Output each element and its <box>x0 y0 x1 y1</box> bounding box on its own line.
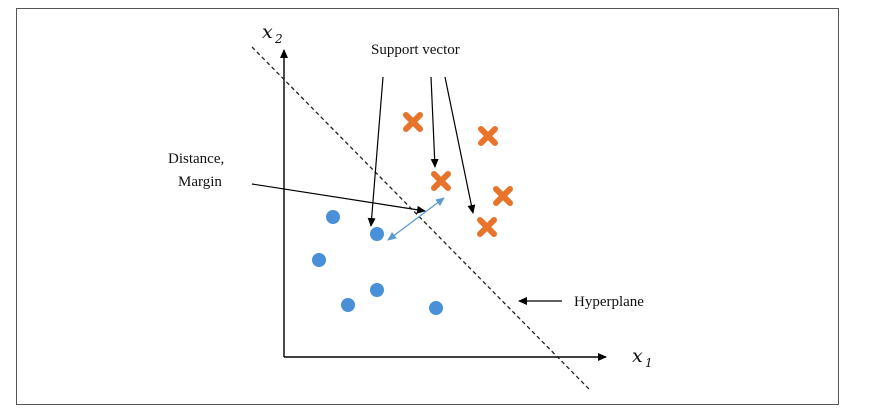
circle-point <box>370 283 384 297</box>
class-circle-points <box>312 210 443 315</box>
circle-point <box>326 210 340 224</box>
x2-axis-label: x 2 <box>262 21 283 46</box>
hyperplane-label: Hyperplane <box>574 294 644 310</box>
margin-double-arrow <box>387 197 445 241</box>
x1-axis-label: x 1 <box>632 345 653 370</box>
distance-pointer-arrow <box>251 183 426 214</box>
cross-point <box>493 186 513 206</box>
circle-point <box>370 227 384 241</box>
distance-label: Distance, <box>168 151 224 167</box>
x1-axis-label-sub: 1 <box>645 356 653 370</box>
cross-point <box>431 171 451 191</box>
support-vector-arrow <box>444 76 476 214</box>
cross-point <box>403 112 423 132</box>
hyperplane-line <box>251 46 591 391</box>
circle-point <box>341 298 355 312</box>
margin-label: Margin <box>178 174 222 190</box>
class-cross-points <box>403 112 513 237</box>
circle-point <box>429 301 443 315</box>
circle-point <box>312 253 326 267</box>
support-vector-arrow <box>430 76 439 168</box>
support-vector-arrow <box>367 76 384 227</box>
x1-axis-label-base: x <box>632 345 643 367</box>
support-vector-label: Support vector <box>371 42 460 58</box>
cross-point <box>477 217 497 237</box>
cross-point <box>478 126 498 146</box>
x2-axis-label-base: x <box>262 21 273 43</box>
x2-axis-label-sub: 2 <box>274 32 283 46</box>
